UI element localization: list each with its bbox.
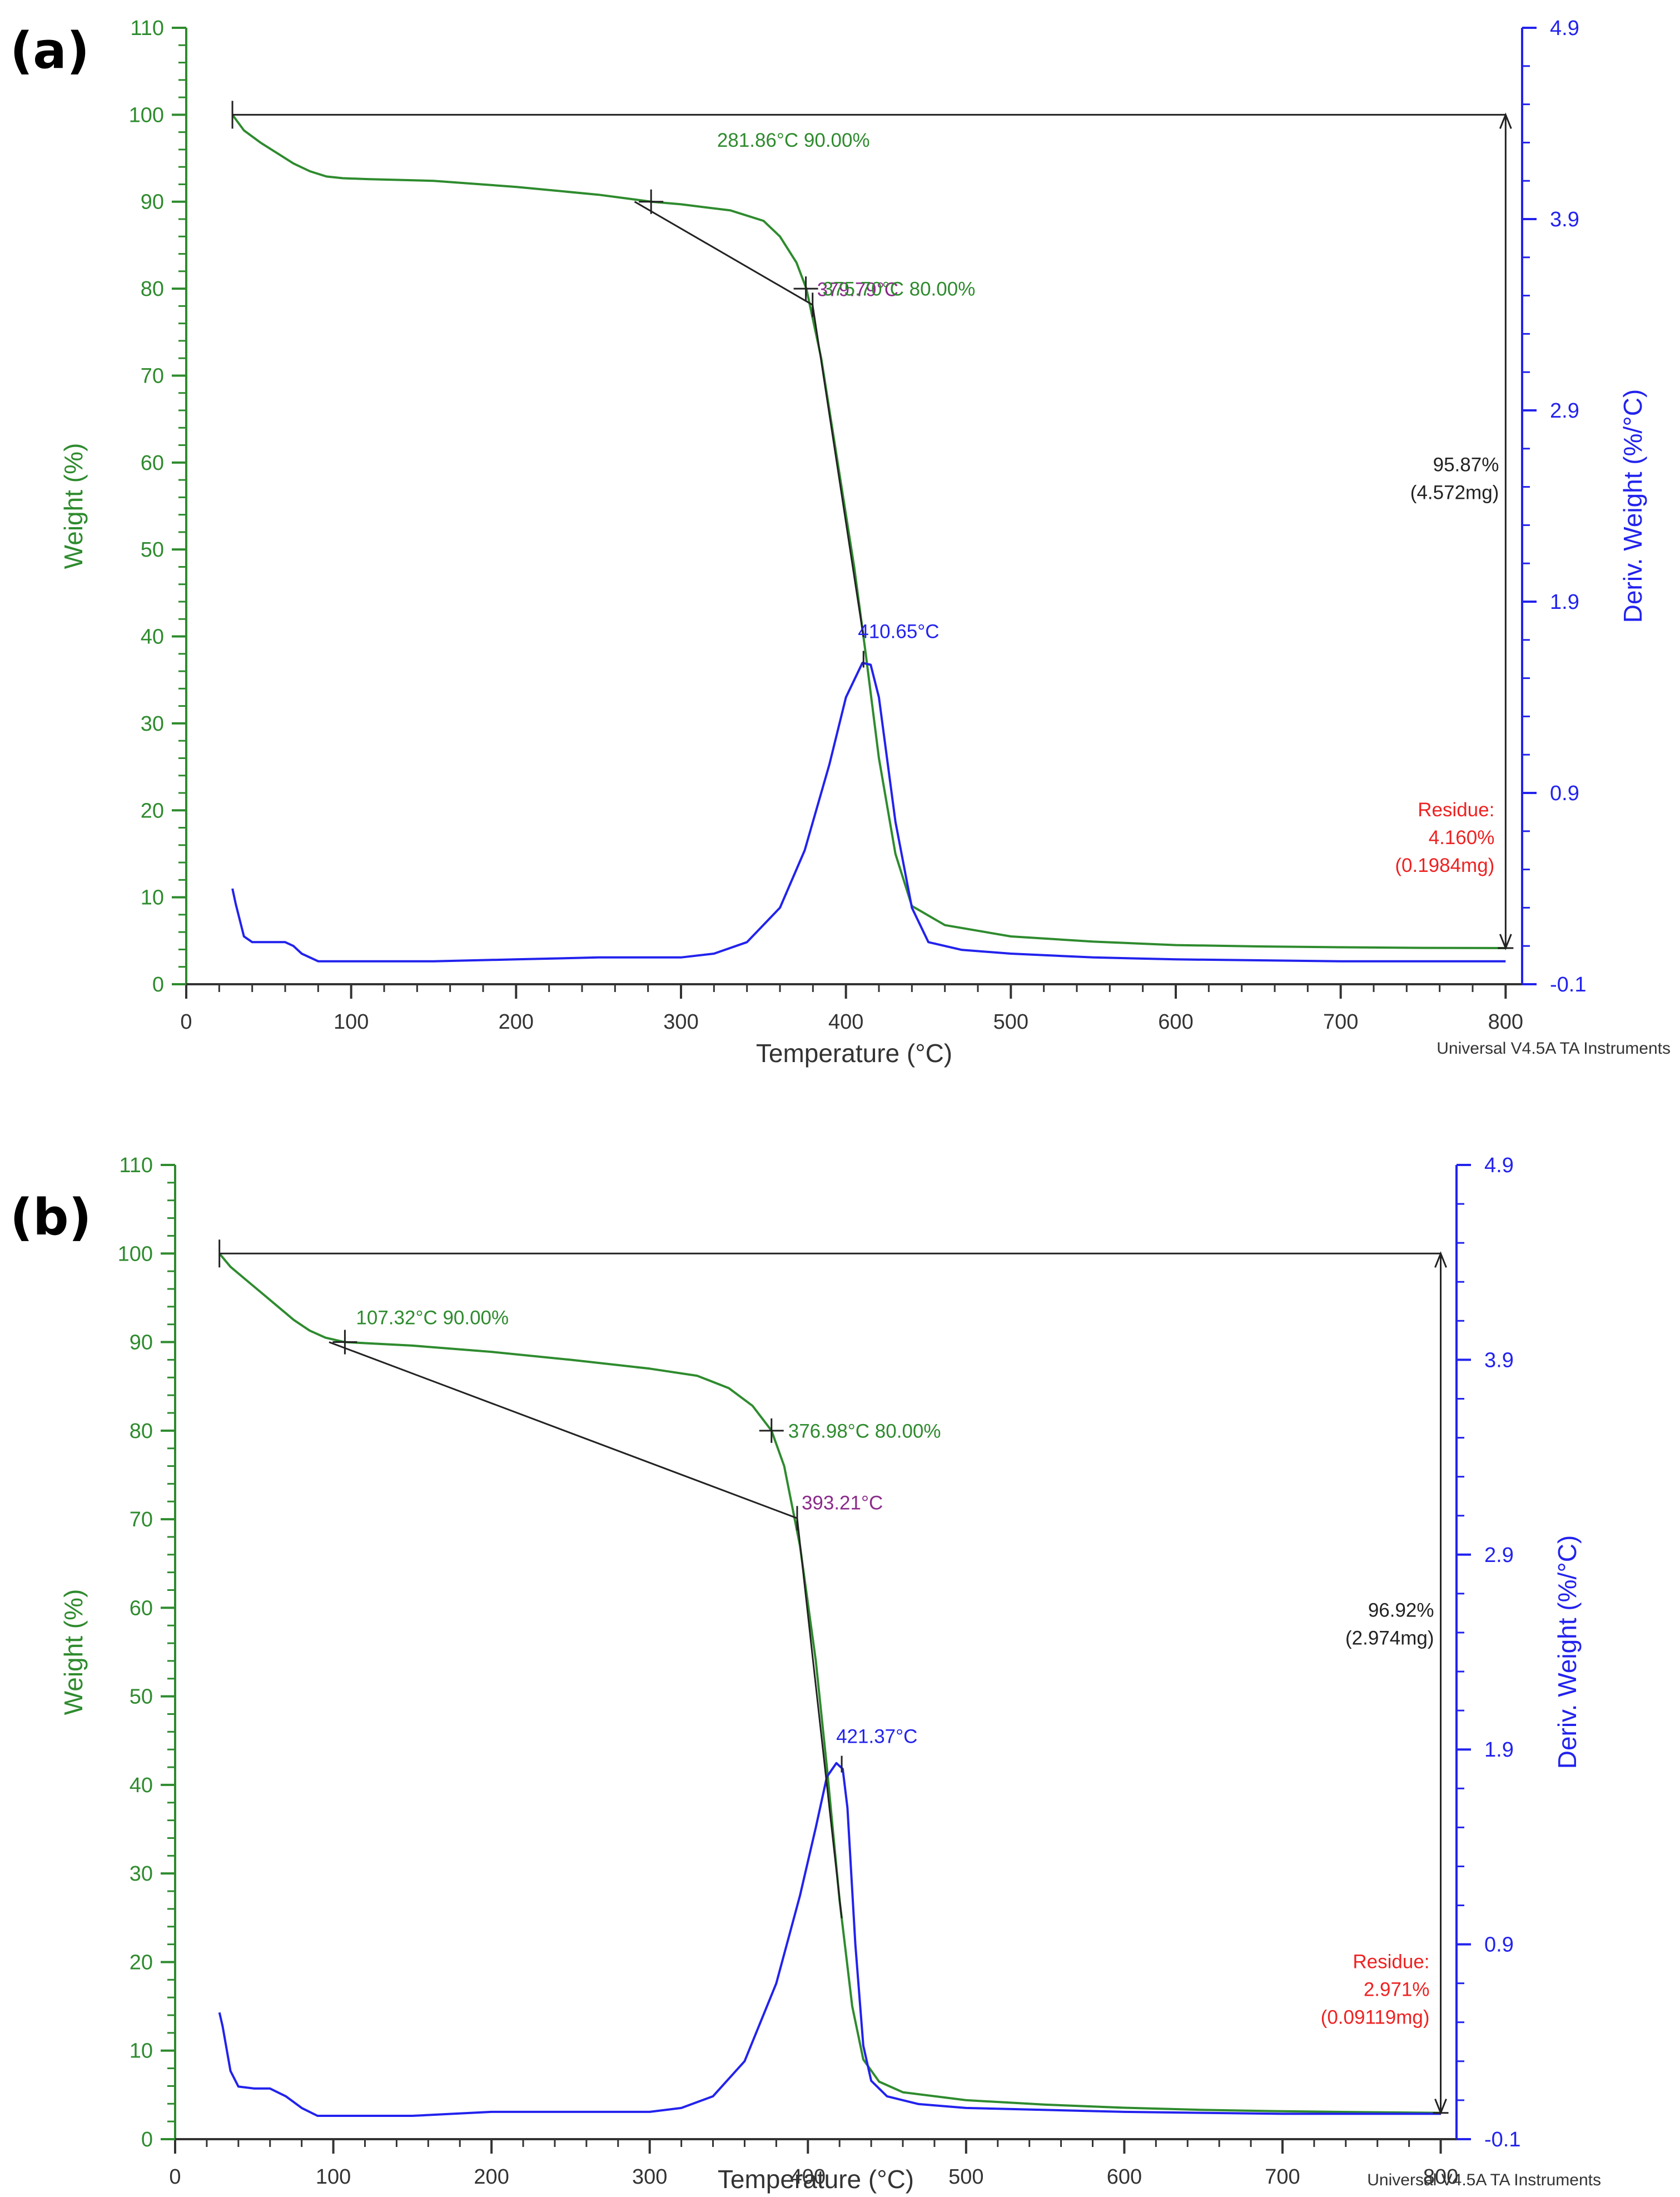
residue-mass-a: (0.1984mg): [1395, 855, 1494, 876]
peak-label-a: 410.65°C: [858, 621, 939, 643]
t80-label-b: 376.98°C 80.00%: [788, 1421, 941, 1442]
x-tick-label-b-400: 400: [791, 2165, 826, 2189]
y-tick-label-a-70: 70: [141, 364, 164, 388]
chart-a-svg: (a) 0 100 200 300 400 500 600 700 800 0 10 20 30 40 50…: [10, 17, 1671, 1068]
y-tick-label-a-10: 10: [141, 886, 164, 910]
panel-label-a: (a): [10, 22, 90, 80]
loss-mass-b: (2.974mg): [1345, 1627, 1434, 1649]
y2-tick-label-a-1.9: 1.9: [1550, 591, 1579, 614]
y-tick-label-a-100: 100: [129, 103, 164, 127]
tga-chart-a: (a) 0 100 200 300 400 500 600 700 800 0 10 20 30 40 50…: [0, 0, 1680, 1098]
x-tick-label-b-700: 700: [1265, 2165, 1300, 2189]
y-axis-label-b: Weight (%): [59, 1589, 88, 1715]
arrow-up-a: [1499, 112, 1512, 129]
residue-label-b: Residue:: [1353, 1951, 1429, 1973]
onset-tangent-upper-a: [634, 201, 813, 306]
x-tick-label-b-100: 100: [316, 2165, 351, 2189]
t90-label-a: 281.86°C 90.00%: [717, 130, 870, 151]
x-tick-label-a-300: 300: [663, 1010, 698, 1034]
y-tick-label-a-110: 110: [130, 17, 164, 40]
y-tick-label-b-110: 110: [119, 1154, 153, 1177]
y2-axis-label-a: Deriv. Weight (%/°C): [1618, 389, 1647, 623]
y-tick-label-b-80: 80: [130, 1420, 153, 1443]
onset-tangent-upper-b: [329, 1341, 798, 1519]
y2-tick-label-b--0.1: -0.1: [1484, 2128, 1520, 2151]
onset-label-a: 379.79°C: [817, 279, 898, 301]
y-tick-label-b-0: 0: [141, 2128, 153, 2151]
weight-line-b: [218, 1253, 1441, 2114]
onset-label-b: 393.21°C: [802, 1492, 883, 1514]
y-tick-label-b-20: 20: [130, 1951, 153, 1974]
t80-label-a: 375.70°C 80.00%: [823, 279, 976, 300]
loss-percent-b: 96.92%: [1368, 1599, 1434, 1621]
x-tick-label-a-0: 0: [180, 1010, 192, 1034]
x-tick-label-b-300: 300: [632, 2165, 667, 2189]
y-tick-label-a-90: 90: [141, 191, 164, 214]
residue-percent-b: 2.971%: [1364, 1979, 1430, 2001]
loss-percent-a: 95.87%: [1433, 454, 1499, 475]
peak-label-b: 421.37°C: [836, 1726, 917, 1748]
y2-tick-label-b-2.9: 2.9: [1484, 1544, 1514, 1567]
residue-mass-b: (0.09119mg): [1321, 2007, 1430, 2029]
y-tick-label-a-50: 50: [141, 538, 164, 562]
plot-a: 0 100 200 300 400 500 600 700 800 0 10 20 30 40 50 60 70…: [59, 17, 1671, 1068]
y-axis-label-a: Weight (%): [59, 443, 88, 569]
y-tick-label-b-30: 30: [130, 1862, 153, 1886]
y-tick-label-b-70: 70: [130, 1508, 153, 1531]
loss-mass-a: (4.572mg): [1410, 482, 1499, 503]
x-tick-label-a-100: 100: [334, 1010, 369, 1034]
y-tick-label-b-60: 60: [130, 1596, 153, 1620]
panel-label-b: (b): [10, 1188, 92, 1247]
x-tick-label-a-500: 500: [993, 1010, 1028, 1034]
y2-axis-label-b: Deriv. Weight (%/°C): [1553, 1535, 1582, 1769]
x-tick-label-a-700: 700: [1323, 1010, 1358, 1034]
y-tick-label-b-50: 50: [130, 1685, 153, 1709]
tga-chart-b: (b) 0 100 200 300 400 500 600 700 800 0 10 20 30 40 50…: [0, 1098, 1680, 2196]
footer-credit-a: Universal V4.5A TA Instruments: [1437, 1039, 1671, 1058]
x-axis-label-a: Temperature (°C): [756, 1039, 952, 1068]
y2-tick-label-a-0.9: 0.9: [1550, 782, 1579, 805]
onset-tangent-lower-b: [796, 1518, 843, 1918]
y2-tick-label-a-3.9: 3.9: [1550, 208, 1579, 231]
y-tick-label-a-30: 30: [141, 712, 164, 736]
weight-line-a: [231, 114, 1506, 949]
y-tick-label-a-40: 40: [141, 626, 164, 649]
plot-b: 0 100 200 300 400 500 600 700 800 0 10 20 30 40 50 60 70…: [59, 1154, 1601, 2194]
y-tick-label-b-40: 40: [130, 1774, 153, 1797]
y2-tick-label-a--0.1: -0.1: [1550, 973, 1586, 996]
deriv-weight-line-b: [218, 1762, 1441, 2117]
y2-tick-label-a-2.9: 2.9: [1550, 399, 1579, 423]
y-tick-label-b-90: 90: [130, 1331, 153, 1355]
x-tick-label-b-200: 200: [474, 2165, 509, 2189]
t90-label-b: 107.32°C 90.00%: [356, 1307, 509, 1329]
x-tick-label-a-800: 800: [1488, 1010, 1523, 1034]
x-tick-label-a-600: 600: [1158, 1010, 1193, 1034]
y2-tick-label-b-4.9: 4.9: [1484, 1154, 1514, 1177]
y2-tick-label-b-1.9: 1.9: [1484, 1738, 1514, 1762]
footer-credit-b: Universal V4.5A TA Instruments: [1367, 2171, 1601, 2189]
x-tick-label-b-0: 0: [169, 2165, 181, 2189]
y2-tick-label-a-4.9: 4.9: [1550, 17, 1579, 40]
y-tick-label-a-0: 0: [152, 973, 164, 996]
residue-percent-a: 4.160%: [1429, 827, 1495, 849]
onset-tangent-lower-a: [812, 305, 864, 637]
y2-tick-label-b-3.9: 3.9: [1484, 1348, 1514, 1372]
y-tick-label-b-10: 10: [130, 2040, 153, 2063]
y-tick-label-b-100: 100: [118, 1242, 153, 1266]
deriv-weight-line-a: [231, 662, 1506, 963]
residue-label-a: Residue:: [1418, 799, 1494, 821]
x-tick-label-a-400: 400: [828, 1010, 863, 1034]
x-axis-label-b: Temperature (°C): [718, 2165, 914, 2194]
x-tick-label-a-200: 200: [499, 1010, 534, 1034]
x-tick-label-b-500: 500: [948, 2165, 983, 2189]
y-tick-label-a-20: 20: [141, 799, 164, 822]
y-tick-label-a-60: 60: [141, 452, 164, 475]
y-tick-label-a-80: 80: [141, 277, 164, 301]
arrow-up-b: [1434, 1251, 1447, 1268]
y2-tick-label-b-0.9: 0.9: [1484, 1933, 1514, 1957]
x-tick-label-b-600: 600: [1107, 2165, 1142, 2189]
chart-b-svg: (b) 0 100 200 300 400 500 600 700 800 0 10 20 30 40 50…: [10, 1154, 1601, 2194]
x-tick-label-b-800: 800: [1423, 2165, 1458, 2189]
